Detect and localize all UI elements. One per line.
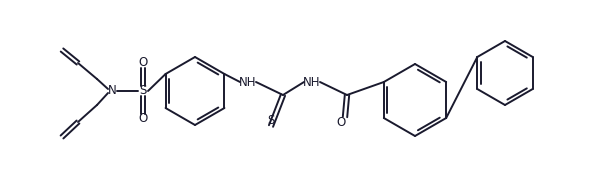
Text: O: O [337, 116, 346, 128]
Text: O: O [139, 56, 148, 70]
Text: N: N [108, 84, 116, 98]
Text: S: S [139, 84, 147, 98]
Text: O: O [139, 112, 148, 126]
Text: S: S [267, 114, 275, 128]
Text: NH: NH [303, 76, 321, 88]
Text: NH: NH [239, 76, 257, 88]
